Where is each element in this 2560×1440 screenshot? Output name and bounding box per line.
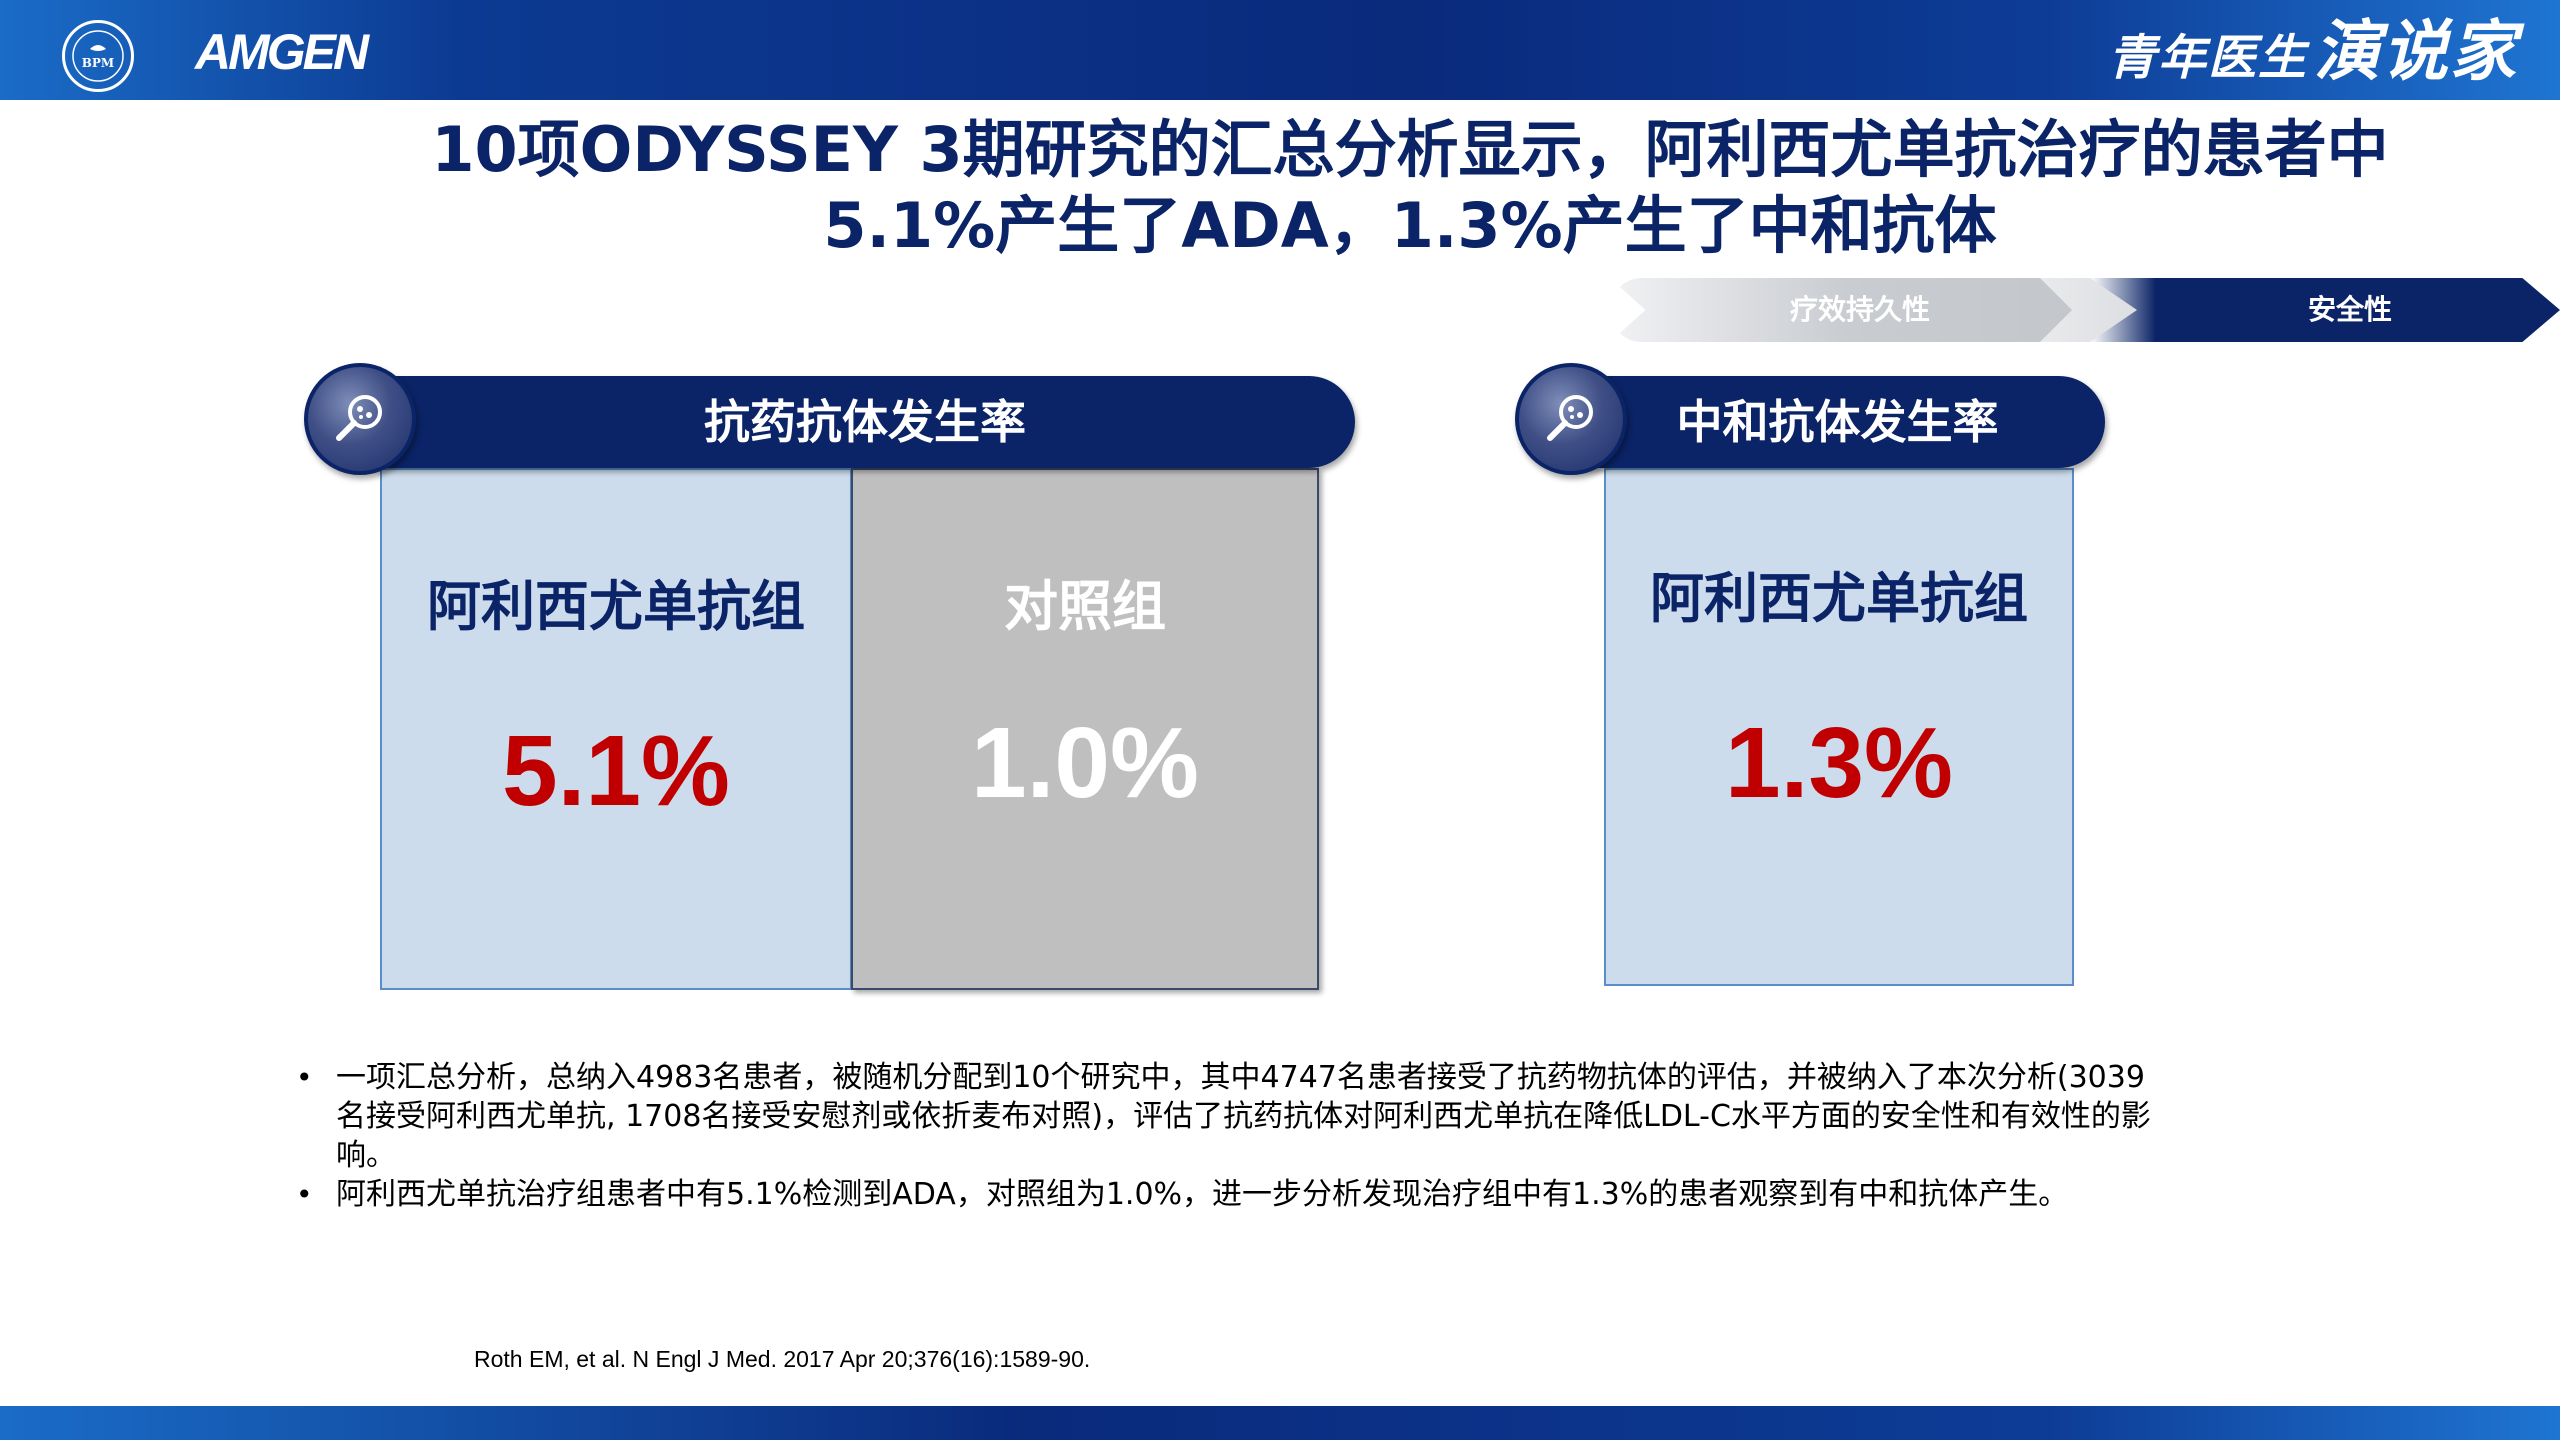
ada-control-value: 1.0% [971,707,1199,819]
nab-alirocumab-box: 阿利西尤单抗组 1.3% [1604,468,2074,986]
progress-step-safety-label: 安全性 [2307,293,2392,326]
page-title: 10项ODYSSEY 3期研究的汇总分析显示，阿利西尤单抗治疗的患者中 5.1%… [300,112,2520,264]
amgen-logo: AMGEN [195,24,369,80]
magnifier-icon [1515,363,1627,475]
progress-step-durability-label: 疗效持久性 [1789,293,1930,326]
bpm-logo-icon: BPM [72,30,124,82]
title-line2: 5.1%产生了ADA，1.3%产生了中和抗体 [823,189,1997,262]
ada-panel-header: 抗药抗体发生率 [375,376,1355,468]
brand-logo: 青年医生演说家 [2108,12,2518,92]
ada-alirocumab-label: 阿利西尤单抗组 [427,575,805,638]
footer-bar [0,1406,2560,1440]
bullet-item: 阿利西尤单抗治疗组患者中有5.1%检测到ADA，对照组为1.0%，进一步分析发现… [296,1175,2166,1214]
progress-step-safety [2090,278,2560,342]
summary-bullets: 一项汇总分析，总纳入4983名患者，被随机分配到10个研究中，其中4747名患者… [296,1058,2166,1214]
magnifier-icon [304,363,416,475]
brand-part2: 演说家 [2314,13,2518,90]
ada-alirocumab-box: 阿利西尤单抗组 5.1% [380,468,852,990]
bpm-logo-text: BPM [82,56,114,70]
title-line1: 10项ODYSSEY 3期研究的汇总分析显示，阿利西尤单抗治疗的患者中 [431,113,2389,186]
nab-panel-header: 中和抗体发生率 [1570,376,2105,468]
brand-part1: 青年医生 [2107,30,2308,86]
bpm-logo: BPM [62,20,134,92]
bullet-item: 一项汇总分析，总纳入4983名患者，被随机分配到10个研究中，其中4747名患者… [296,1058,2166,1175]
ada-alirocumab-value: 5.1% [502,715,730,827]
header-bar: BPM AMGEN 青年医生演说家 [0,0,2560,100]
nab-alirocumab-label: 阿利西尤单抗组 [1650,567,2028,630]
ada-control-label: 对照组 [1004,575,1166,638]
reference-citation: Roth EM, et al. N Engl J Med. 2017 Apr 2… [474,1346,1091,1372]
nab-alirocumab-value: 1.3% [1725,707,1953,819]
ada-control-box: 对照组 1.0% [851,468,1319,990]
